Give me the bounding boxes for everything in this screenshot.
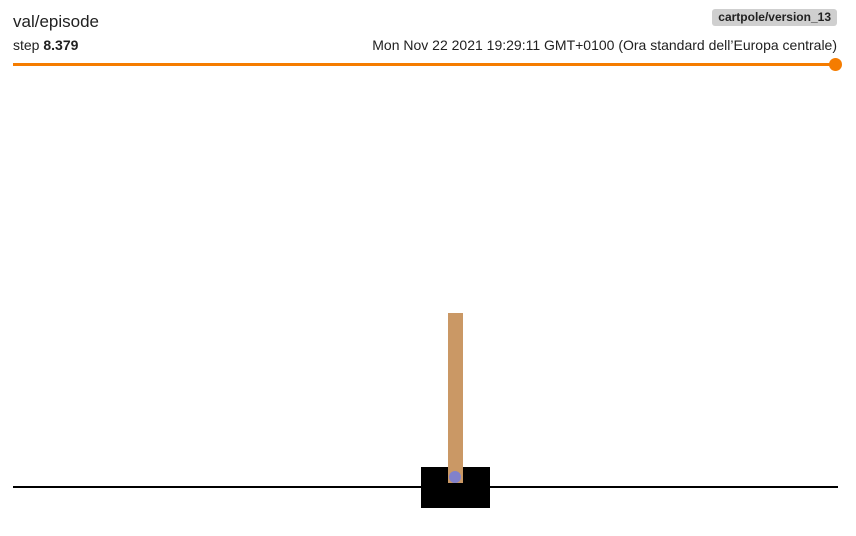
axle	[449, 471, 461, 483]
step-value: 8.379	[43, 37, 79, 53]
run-badge: cartpole/version_13	[712, 9, 837, 26]
cartpole-frame-image	[13, 313, 838, 508]
step-slider-thumb[interactable]	[829, 58, 842, 71]
timestamp: Mon Nov 22 2021 19:29:11 GMT+0100 (Ora s…	[372, 37, 837, 53]
step-readout: step 8.379	[13, 36, 78, 54]
pole	[448, 313, 463, 483]
step-label: step	[13, 37, 40, 53]
step-slider-track[interactable]	[13, 63, 835, 66]
card-tag-title: val/episode	[13, 12, 100, 31]
